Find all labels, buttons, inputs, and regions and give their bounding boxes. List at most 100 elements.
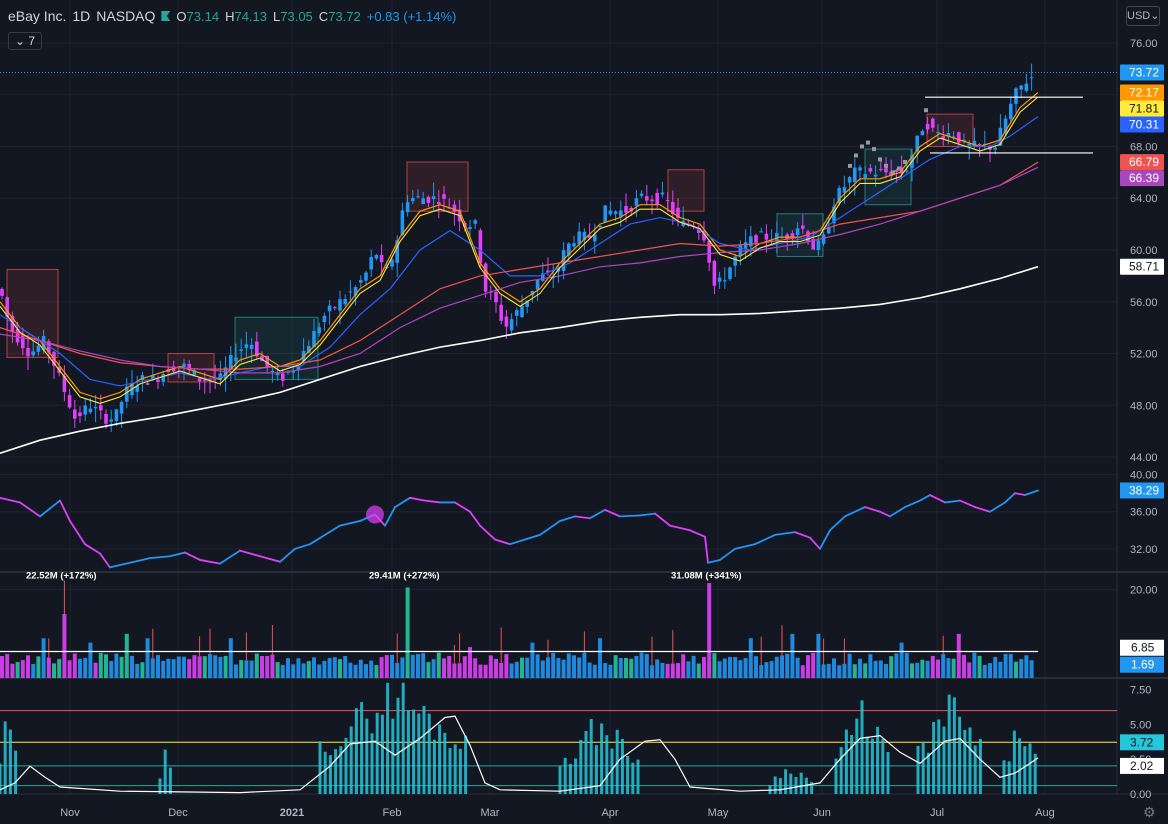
volume-bar	[421, 653, 426, 678]
osc-bar	[631, 762, 635, 794]
volume-bar	[374, 665, 379, 678]
candle-body	[650, 199, 654, 202]
volume-bar	[379, 657, 384, 678]
consolidation-box	[234, 316, 319, 380]
volume-bar	[57, 659, 62, 678]
osc-bar	[1028, 743, 1032, 794]
candle-body	[832, 206, 836, 224]
volume-bar	[951, 658, 956, 678]
volume-bar	[509, 663, 514, 678]
volume-bar	[535, 654, 540, 678]
candle-body	[868, 168, 873, 172]
volume-bar	[36, 656, 41, 678]
candle-body	[775, 233, 779, 242]
ma50-line	[0, 116, 1039, 387]
osc-bar	[344, 737, 348, 794]
rsi-line-segment	[974, 506, 991, 513]
osc-bar	[168, 767, 172, 794]
volume-bar	[488, 655, 493, 678]
rsi-line-segment	[424, 499, 441, 504]
rsi-line-segment	[454, 501, 471, 513]
osc-bar	[886, 752, 890, 794]
candle-body	[379, 255, 384, 263]
indicators-toggle-button[interactable]: ⌄ 7	[8, 32, 43, 50]
volume-spike-label: 22.52M (+172%)	[26, 571, 97, 582]
candle-body	[426, 196, 431, 203]
volume-last-label: 1.69	[1131, 658, 1155, 672]
candle-body	[998, 127, 1003, 146]
symbol-name[interactable]: eBay Inc.	[8, 8, 67, 24]
osc-bar	[844, 729, 848, 794]
osc-bar	[881, 739, 885, 794]
volume-bar	[384, 655, 389, 678]
price-tick-label: 52.00	[1130, 349, 1158, 361]
volume-bar	[920, 659, 925, 678]
osc-bar	[1023, 746, 1027, 794]
candle-body	[717, 277, 722, 282]
candle-body	[743, 242, 748, 249]
candle-body	[863, 174, 867, 178]
osc-bar	[799, 772, 803, 794]
gear-icon[interactable]: ⚙	[1143, 804, 1156, 820]
candle-body	[10, 315, 15, 332]
osc-bar	[636, 759, 640, 794]
volume-bar	[847, 653, 852, 678]
candle-body	[660, 192, 665, 195]
market-flag-icon	[161, 11, 171, 21]
candle-body	[665, 200, 670, 202]
candle-body	[572, 243, 576, 247]
time-axis-label: Aug	[1035, 807, 1055, 819]
osc-bar	[568, 763, 572, 794]
volume-bar	[743, 658, 748, 678]
candle-body	[634, 198, 639, 206]
candle-body	[151, 375, 155, 379]
rsi-line-segment	[99, 552, 111, 569]
osc-bar	[158, 778, 162, 794]
candle-body	[260, 355, 264, 361]
osc-bar	[375, 712, 379, 794]
osc-bar	[339, 746, 343, 794]
rsi-line-segment	[754, 534, 776, 546]
osc-bar	[365, 718, 369, 794]
osc-bar	[1007, 761, 1011, 794]
volume-bar	[218, 657, 223, 678]
price-label-text: 66.79	[1129, 155, 1159, 169]
volume-bar	[400, 657, 405, 678]
chevron-down-icon: ⌄	[15, 34, 26, 48]
rsi-line-segment	[794, 531, 811, 539]
candle-body	[946, 133, 951, 137]
candle-body	[582, 231, 587, 241]
volume-bar	[223, 655, 228, 678]
volume-bar	[416, 654, 420, 678]
volume-bar	[306, 661, 311, 678]
volume-bar	[676, 663, 680, 678]
candle-body	[73, 409, 77, 419]
candle-body	[140, 375, 145, 380]
candle-body	[182, 363, 186, 368]
candle-body	[759, 231, 763, 233]
volume-bar	[109, 661, 114, 678]
candle-body	[515, 310, 519, 316]
candle-body	[842, 187, 847, 193]
candle-body	[317, 327, 321, 334]
candle-body	[452, 204, 457, 213]
volume-bar	[260, 656, 264, 678]
rsi-line-segment	[69, 520, 86, 546]
candle-body	[281, 373, 285, 381]
rsi-line-segment	[339, 520, 361, 527]
volume-bar	[442, 658, 446, 678]
osc-bar	[396, 697, 400, 794]
volume-bar	[494, 658, 498, 678]
volume-bar	[769, 661, 774, 678]
volume-bar	[468, 647, 472, 678]
interval-label[interactable]: 1D	[72, 8, 91, 24]
osc-bar	[605, 735, 609, 794]
candle-body	[473, 220, 477, 224]
volume-bar	[520, 657, 524, 678]
candle-body	[1003, 118, 1008, 134]
volume-bar	[228, 638, 233, 678]
currency-button[interactable]: USD⌄	[1126, 6, 1160, 26]
candle-body	[816, 240, 821, 251]
volume-bar	[286, 658, 290, 678]
